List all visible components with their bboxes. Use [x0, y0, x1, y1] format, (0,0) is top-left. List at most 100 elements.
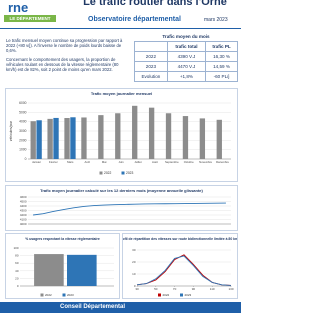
footer: Conseil Départemental [0, 302, 241, 313]
logo: rne [8, 0, 29, 15]
bar [98, 115, 104, 159]
chart: % usagers respectant la vitesse réglemen… [5, 233, 120, 299]
page-title: Le trafic routier dans l'Orne [83, 0, 227, 8]
table: trafic total trafic PL 2022 4390 V.J 16,30… [134, 41, 238, 82]
table-title: Trafic moyen du mois [162, 34, 210, 39]
bar [67, 254, 97, 286]
logo-subtitle: LE DÉPARTEMENT [4, 15, 56, 22]
y-tick-label: 6000 [19, 101, 27, 105]
y-tick-label: 4000 [19, 120, 27, 124]
intro-text: Le trafic mensuel moyen continue sa prog… [6, 38, 124, 75]
chart: Profil de répartition des vitesses sur r… [122, 233, 238, 299]
y-tick-label: 30 [132, 248, 136, 252]
cell [134, 41, 168, 52]
cell: 16,30 % [205, 51, 238, 62]
bar [81, 117, 87, 159]
legend-swatch [40, 293, 44, 297]
cell: -60 PL/j [205, 71, 238, 82]
legend-label: 2023 [67, 293, 74, 297]
y-tick-label: 4300 [20, 209, 27, 213]
bar [53, 117, 59, 159]
table-row: Evolution +1,8% -60 PL/j [134, 71, 238, 82]
x-tick-label: Juin [118, 160, 124, 164]
cell: 4390 V.J [166, 51, 207, 62]
y-tick-label: 2000 [19, 138, 27, 142]
x-tick-label: 50 [154, 287, 158, 291]
cell: 2022 [134, 51, 168, 62]
bar [34, 254, 64, 286]
legend-label: 2022 [104, 171, 112, 175]
table-row: 2023 4470 V.J 14,59 % [134, 61, 238, 72]
y-tick-label: 4400 [20, 204, 27, 208]
legend-swatch [121, 171, 125, 175]
x-tick-label: 110 [210, 287, 215, 291]
y-tick-label: 0 [25, 157, 27, 161]
bar [30, 121, 36, 159]
y-tick-label: 0 [134, 284, 136, 288]
table-header: trafic total trafic PL [134, 41, 238, 52]
chart-title: % usagers respectant la vitesse réglemen… [25, 237, 100, 241]
line [33, 202, 226, 216]
legend-swatch [62, 293, 66, 297]
y-tick-label: 80 [15, 254, 19, 258]
subtitle: Observatoire départemental [88, 16, 181, 23]
y-tick-label: 3000 [19, 129, 27, 133]
cell: 4470 V.J [166, 61, 207, 72]
y-tick-label: 1000 [19, 148, 27, 152]
bar [148, 107, 155, 159]
x-tick-label: Février [49, 160, 58, 164]
chart-title: Trafic moyen journalier mensuel [91, 91, 152, 96]
cell: Evolution [134, 71, 168, 82]
y-tick-label: 0 [17, 284, 19, 288]
bar [115, 113, 121, 159]
x-tick-label: Septembre [165, 160, 179, 164]
legend-swatch [99, 171, 103, 175]
y-tick-label: 4500 [20, 200, 27, 204]
x-tick-label: Janvier [32, 160, 41, 164]
legend-swatch [158, 293, 161, 297]
divider [0, 28, 241, 29]
legend-swatch [180, 293, 183, 297]
header-cell: trafic total [166, 41, 207, 52]
x-tick-label: Novembre [199, 160, 212, 164]
x-tick-label: Juillet [134, 160, 141, 164]
x-tick-label: Mars [67, 160, 74, 164]
y-tick-label: 4100 [20, 218, 27, 222]
cell: 14,59 % [205, 61, 238, 72]
chart: Trafic moyen journalier calculé sur les … [5, 185, 238, 231]
x-tick-label: 30 [135, 287, 139, 291]
y-axis-label: véhicules/jour [9, 120, 13, 141]
summary-table: Trafic moyen du mois trafic total trafic… [134, 34, 238, 82]
bar [64, 118, 70, 159]
bar [70, 117, 76, 159]
cell: +1,8% [166, 71, 207, 82]
legend-label: 2023 [126, 171, 134, 175]
x-tick-label: Décembre [216, 160, 229, 164]
x-tick-label: 70 [173, 287, 177, 291]
bar [216, 119, 222, 159]
x-tick-label: Août [152, 160, 158, 164]
x-tick-label: 90 [192, 287, 196, 291]
cell: 2023 [134, 61, 168, 72]
bar [36, 120, 42, 159]
y-tick-label: 60 [15, 261, 19, 265]
y-tick-label: 20 [15, 276, 19, 280]
y-tick-label: 100 [13, 246, 18, 250]
x-tick-label: Mai [102, 160, 107, 164]
bar [165, 113, 172, 159]
y-tick-label: 4000 [20, 222, 27, 226]
paragraph: Le trafic mensuel moyen continue sa prog… [6, 38, 123, 54]
y-tick-label: 40 [15, 269, 19, 273]
y-tick-label: 5000 [19, 110, 27, 114]
chart-title: Trafic moyen journalier calculé sur les … [40, 188, 203, 193]
y-tick-label: 10 [132, 272, 136, 276]
y-tick-label: 4600 [20, 195, 27, 199]
table-row: 2022 4390 V.J 16,30 % [134, 51, 238, 62]
legend-label: 2023 [185, 293, 192, 297]
date: mars 2023 [204, 17, 228, 23]
y-tick-label: 20 [132, 260, 136, 264]
line [136, 255, 232, 286]
x-tick-label: Avril [85, 160, 91, 164]
bar [199, 118, 206, 159]
x-tick-label: Octobre [184, 160, 194, 164]
